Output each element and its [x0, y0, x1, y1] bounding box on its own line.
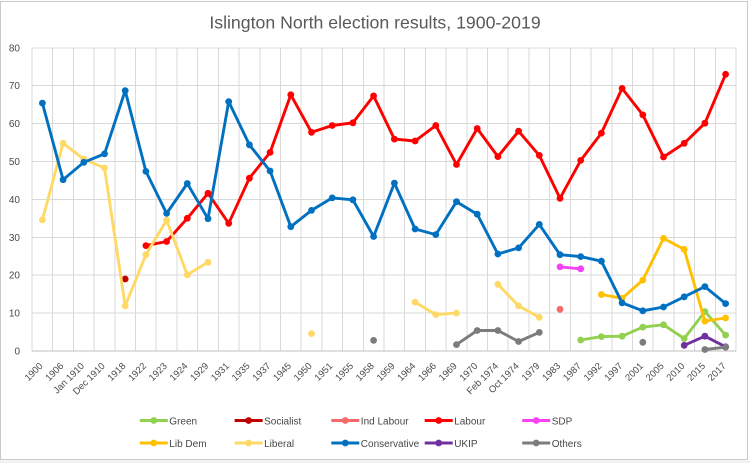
- svg-text:30: 30: [9, 233, 21, 244]
- svg-text:Conservative: Conservative: [361, 439, 420, 450]
- svg-text:Socialist: Socialist: [264, 416, 301, 427]
- svg-text:Liberal: Liberal: [264, 439, 294, 450]
- svg-text:Ind Labour: Ind Labour: [361, 416, 409, 427]
- svg-text:60: 60: [9, 119, 21, 130]
- svg-text:80: 80: [9, 43, 21, 54]
- svg-text:20: 20: [9, 271, 21, 282]
- svg-text:70: 70: [9, 81, 21, 92]
- svg-text:Islington North election resul: Islington North election results, 1900-2…: [209, 13, 540, 33]
- svg-text:UKIP: UKIP: [454, 439, 478, 450]
- svg-text:50: 50: [9, 157, 21, 168]
- svg-text:Labour: Labour: [454, 416, 486, 427]
- svg-text:10: 10: [9, 309, 21, 320]
- svg-text:SDP: SDP: [552, 416, 573, 427]
- svg-text:40: 40: [9, 195, 21, 206]
- svg-text:Others: Others: [552, 439, 582, 450]
- svg-text:0: 0: [14, 347, 20, 358]
- svg-text:Green: Green: [169, 416, 197, 427]
- svg-text:Lib Dem: Lib Dem: [169, 439, 206, 450]
